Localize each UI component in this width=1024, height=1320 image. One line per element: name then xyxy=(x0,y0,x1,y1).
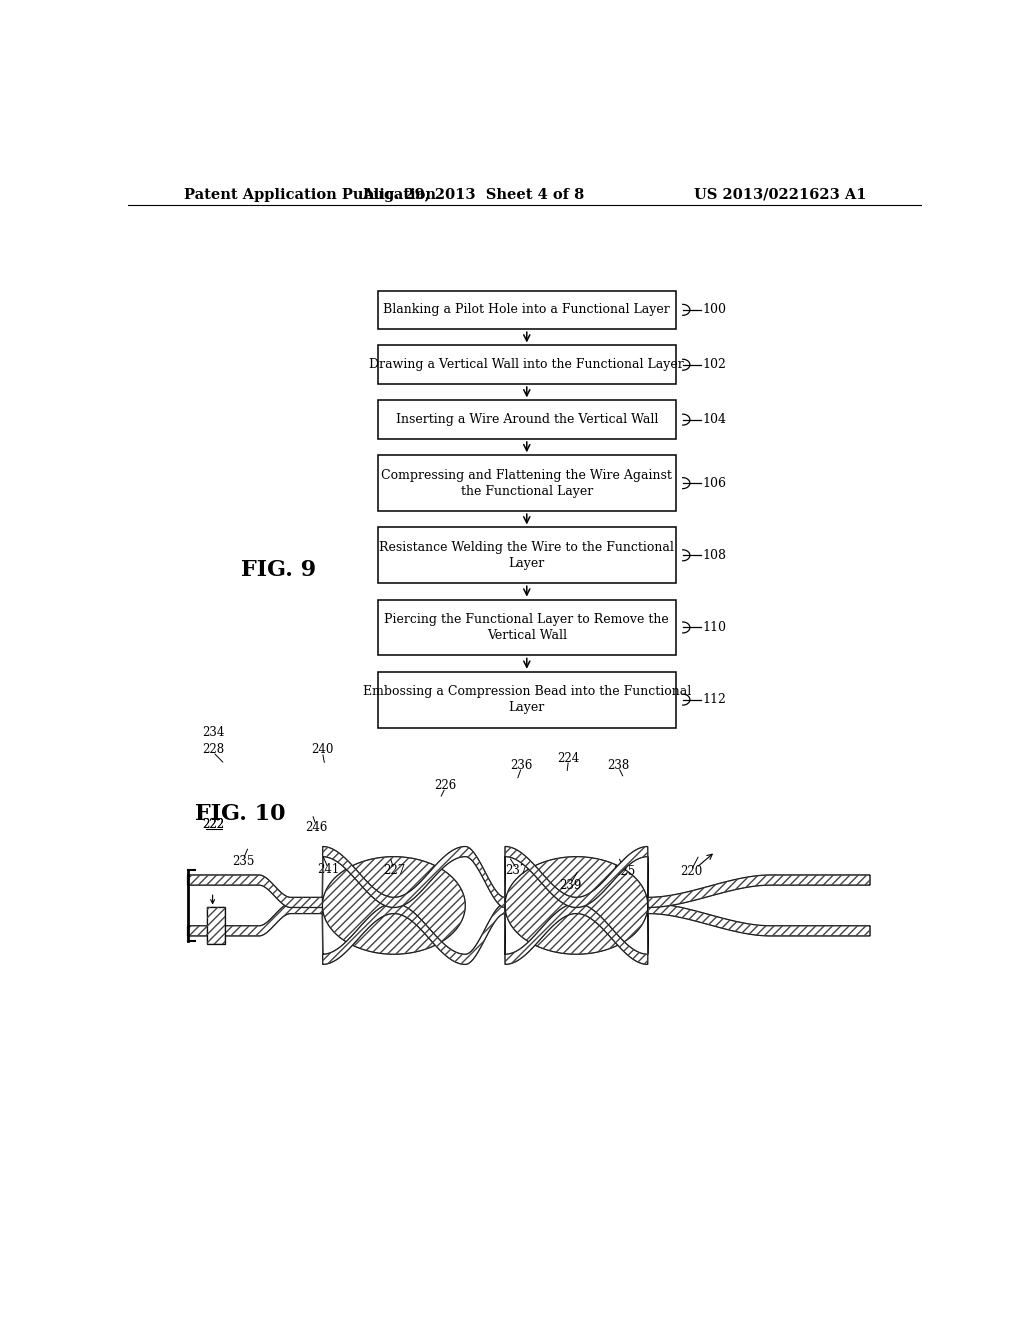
Text: Piercing the Functional Layer to Remove the
Vertical Wall: Piercing the Functional Layer to Remove … xyxy=(384,612,669,642)
Text: Patent Application Publication: Patent Application Publication xyxy=(183,187,435,202)
Bar xyxy=(207,907,225,944)
Text: 241: 241 xyxy=(316,863,339,876)
Bar xyxy=(207,907,225,944)
Bar xyxy=(378,455,676,511)
Text: Embossing a Compression Bead into the Functional
Layer: Embossing a Compression Bead into the Fu… xyxy=(362,685,691,714)
Bar xyxy=(378,672,676,727)
Text: Resistance Welding the Wire to the Functional
Layer: Resistance Welding the Wire to the Funct… xyxy=(379,541,674,570)
Text: 226: 226 xyxy=(434,779,457,792)
Text: 237: 237 xyxy=(506,865,528,878)
Text: 236: 236 xyxy=(510,759,532,772)
Text: 235: 235 xyxy=(231,855,254,869)
Text: Compressing and Flattening the Wire Against
the Functional Layer: Compressing and Flattening the Wire Agai… xyxy=(381,469,672,498)
Text: 225: 225 xyxy=(613,866,635,878)
Text: 228: 228 xyxy=(202,743,224,756)
Bar xyxy=(378,599,676,656)
Polygon shape xyxy=(505,857,648,954)
Text: 224: 224 xyxy=(557,751,580,764)
Text: 106: 106 xyxy=(702,477,727,490)
Text: 102: 102 xyxy=(702,358,726,371)
Text: 222: 222 xyxy=(203,817,225,830)
Text: Aug. 29, 2013  Sheet 4 of 8: Aug. 29, 2013 Sheet 4 of 8 xyxy=(362,187,585,202)
Text: FIG. 10: FIG. 10 xyxy=(196,803,286,825)
Text: 220: 220 xyxy=(680,866,702,878)
Text: Inserting a Wire Around the Vertical Wall: Inserting a Wire Around the Vertical Wal… xyxy=(395,413,658,426)
Polygon shape xyxy=(323,857,465,954)
Text: 104: 104 xyxy=(702,413,727,426)
Bar xyxy=(378,290,676,329)
Text: 234: 234 xyxy=(202,726,224,739)
Text: 112: 112 xyxy=(702,693,726,706)
Text: 100: 100 xyxy=(702,304,727,317)
Text: 238: 238 xyxy=(607,759,630,772)
Text: 227: 227 xyxy=(383,865,404,878)
Text: US 2013/0221623 A1: US 2013/0221623 A1 xyxy=(693,187,866,202)
Bar xyxy=(378,528,676,583)
Text: 240: 240 xyxy=(311,743,334,756)
Text: 222: 222 xyxy=(203,817,225,830)
Text: 239: 239 xyxy=(560,879,582,891)
Text: 246: 246 xyxy=(305,821,328,834)
Text: 108: 108 xyxy=(702,549,727,562)
Bar xyxy=(378,346,676,384)
Text: Blanking a Pilot Hole into a Functional Layer: Blanking a Pilot Hole into a Functional … xyxy=(383,304,670,317)
Polygon shape xyxy=(187,903,870,965)
Polygon shape xyxy=(187,846,870,907)
Text: Drawing a Vertical Wall into the Functional Layer: Drawing a Vertical Wall into the Functio… xyxy=(370,358,684,371)
Text: FIG. 9: FIG. 9 xyxy=(242,560,316,581)
Bar xyxy=(378,400,676,440)
Text: 110: 110 xyxy=(702,620,727,634)
